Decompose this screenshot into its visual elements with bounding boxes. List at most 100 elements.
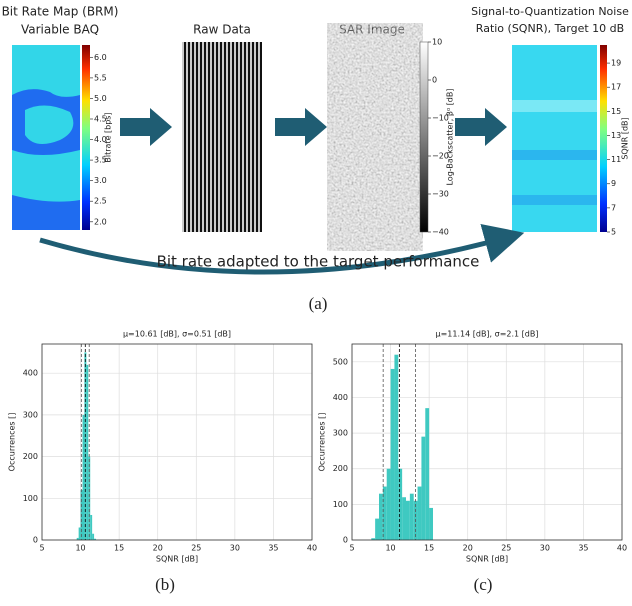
histogram-bar: [386, 468, 391, 540]
colorbar-tick-label: −30: [432, 190, 449, 199]
colorbar-tick-label: 0: [432, 76, 437, 85]
colorbar-tick-label: 9: [611, 179, 616, 188]
panel-title: Ratio (SQNR), Target 10 dB: [476, 22, 624, 35]
histogram-bar: [379, 493, 383, 540]
y-axis-label: Occurrences []: [318, 413, 327, 472]
caption: (b): [155, 575, 175, 594]
histogram-bar: [78, 527, 81, 540]
y-tick-label: 100: [23, 494, 38, 503]
colorbar-tick-label: 4.0: [94, 135, 107, 144]
histogram-bar: [382, 486, 387, 540]
x-tick-label: 40: [307, 544, 317, 553]
x-axis-label: SQNR [dB]: [156, 555, 198, 564]
histogram-bar: [425, 408, 430, 540]
colorbar-tick-label: 5: [611, 228, 616, 237]
panel-title: Bit Rate Map (BRM): [2, 5, 119, 19]
y-tick-label: 400: [23, 369, 38, 378]
histogram-bar: [409, 493, 414, 540]
colorbar-tick-label: −10: [432, 114, 449, 123]
x-axis-label: SQNR [dB]: [466, 555, 508, 564]
y-axis-label: Occurrences []: [8, 413, 17, 472]
flow-arrows: [120, 108, 507, 146]
colorbar-tick-label: 19: [611, 59, 621, 68]
brm-image: [12, 45, 80, 230]
y-tick-label: 400: [333, 393, 348, 402]
colorbar-label: Bitrate [bps]: [104, 112, 113, 162]
colorbar-tick-label: −40: [432, 228, 449, 237]
chart-title: μ=10.61 [dB], σ=0.51 [dB]: [123, 330, 231, 339]
histogram-bar: [82, 414, 85, 540]
y-tick-label: 300: [333, 429, 348, 438]
colorbar-tick-label: 2.5: [94, 197, 107, 206]
y-tick-label: 200: [23, 452, 38, 461]
panel-title: SAR Image: [339, 23, 405, 37]
x-tick-label: 30: [230, 544, 240, 553]
histogram-bar: [406, 500, 410, 540]
colorbar: [82, 45, 90, 230]
figure-a: Bit Rate Map (BRM) Variable BAQ Raw Data…: [2, 5, 629, 313]
histogram-bar: [429, 507, 433, 540]
colorbar-tick-label: 17: [611, 83, 621, 92]
colorbar-label: Log-Backscatter, β⁰ [dB]: [446, 88, 455, 185]
y-tick-label: 300: [23, 410, 38, 419]
caption: (c): [474, 575, 493, 594]
x-tick-label: 30: [540, 544, 550, 553]
plot-frame: [41, 343, 313, 541]
x-tick-label: 10: [385, 544, 395, 553]
histogram-bar: [371, 538, 376, 540]
x-tick-label: 15: [114, 544, 124, 553]
histogram-bar: [92, 533, 95, 540]
y-tick-label: 100: [333, 500, 348, 509]
y-tick-label: 200: [333, 464, 348, 473]
panel-title: Signal-to-Quantization Noise: [471, 5, 629, 18]
colorbar-tick-label: −20: [432, 152, 449, 161]
y-tick-label: 0: [33, 536, 38, 545]
histogram-bar: [375, 518, 379, 540]
colorbar-label: SQNR [dB]: [621, 117, 630, 159]
histogram-bar: [86, 364, 89, 540]
colorbar-tick-label: 5.0: [94, 94, 107, 103]
sar-image: [335, 42, 415, 232]
colorbar: [419, 41, 429, 233]
colorbar-tick-label: 10: [432, 38, 442, 47]
x-tick-label: 5: [349, 544, 354, 553]
x-tick-label: 40: [617, 544, 627, 553]
raw-data-image: [182, 42, 262, 232]
x-tick-label: 20: [153, 544, 163, 553]
colorbar-tick-label: 6.0: [94, 53, 107, 62]
y-tick-label: 0: [343, 536, 348, 545]
x-tick-label: 15: [424, 544, 434, 553]
feedback-arrow: [39, 223, 525, 275]
histogram-bar: [88, 456, 91, 540]
x-tick-label: 35: [268, 544, 278, 553]
sqnr-image: [512, 45, 597, 232]
plot-frame: [351, 343, 623, 541]
colorbar-tick-label: 15: [611, 107, 621, 116]
colorbar: [600, 45, 607, 232]
histogram-bar: [421, 436, 426, 540]
colorbar-tick-label: 2.0: [94, 217, 107, 226]
histogram-bar: [390, 368, 395, 540]
arrow-text: Bit rate adapted to the target performan…: [157, 253, 480, 271]
histogram-bar: [90, 514, 93, 540]
panel-title: Variable BAQ: [21, 23, 99, 37]
colorbar-tick-label: 3.5: [94, 156, 107, 165]
colorbar-tick-label: 3.0: [94, 176, 107, 185]
colorbar-tick-label: 7: [611, 203, 616, 212]
x-tick-label: 25: [191, 544, 201, 553]
colorbar-tick-label: 4.5: [94, 115, 107, 124]
x-tick-label: 10: [75, 544, 85, 553]
chart-title: μ=11.14 [dB], σ=2.1 [dB]: [436, 330, 539, 339]
caption: (a): [309, 294, 328, 313]
histogram-bar: [76, 537, 79, 540]
histogram-bar: [398, 468, 403, 540]
histogram-bar: [402, 497, 406, 540]
colorbar-tick-label: 5.5: [94, 73, 107, 82]
colorbar-tick-label: 11: [611, 155, 621, 164]
histogram-bar: [394, 354, 399, 540]
histogram-bar: [417, 486, 422, 540]
colorbar-tick-label: 13: [611, 131, 621, 140]
x-tick-label: 20: [463, 544, 473, 553]
